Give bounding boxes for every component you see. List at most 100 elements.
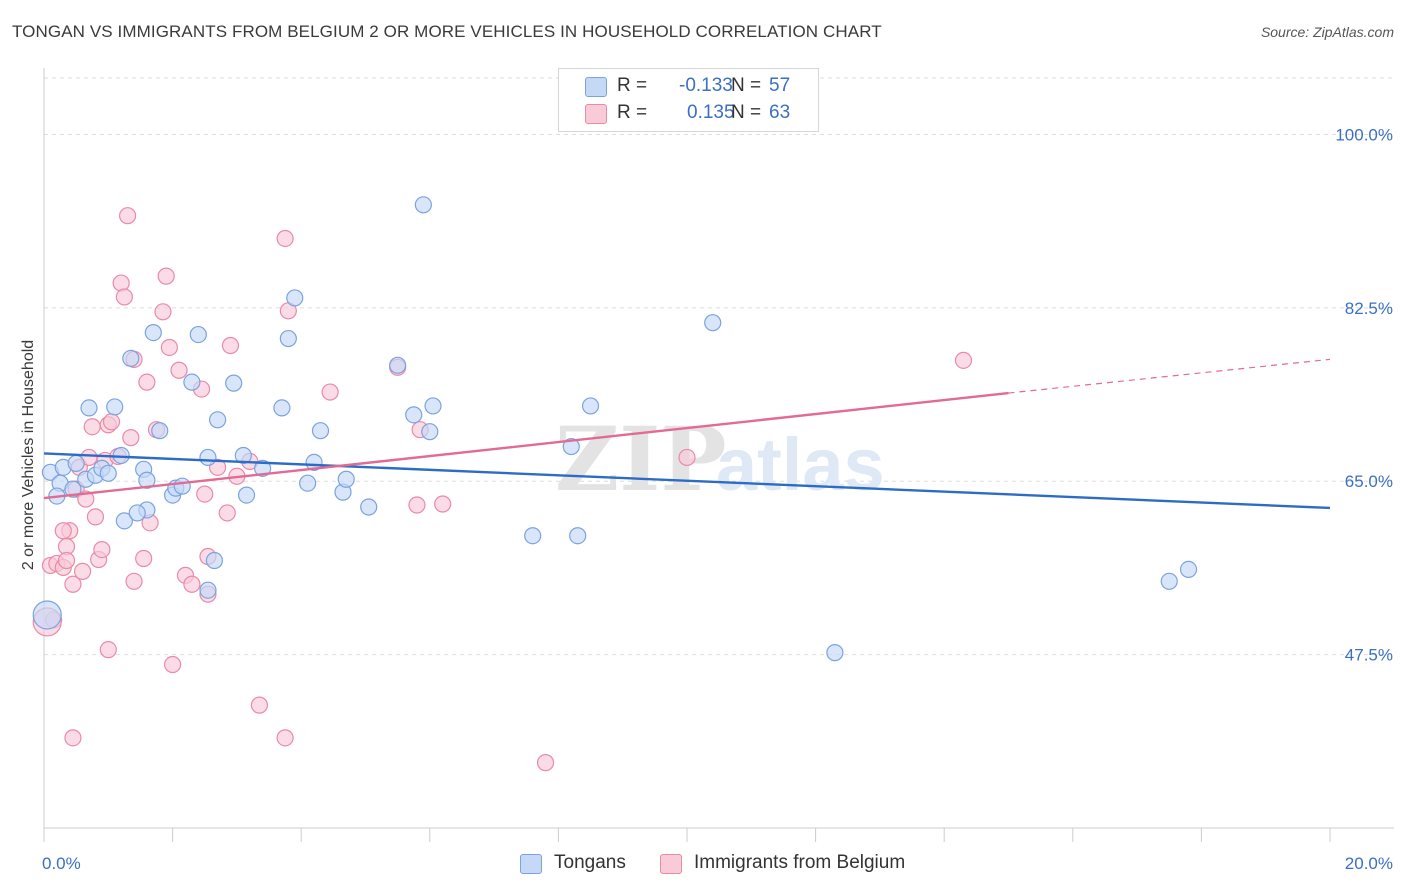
point-belgium [125, 572, 143, 590]
point-belgium [135, 549, 153, 568]
point-belgium [434, 495, 452, 513]
point-tongans [299, 474, 317, 492]
n-value: 63 [769, 102, 791, 123]
point-belgium [160, 338, 178, 357]
point-tongans [405, 406, 423, 424]
point-belgium [221, 336, 240, 355]
point-belgium [321, 383, 339, 401]
point-tongans [138, 471, 156, 489]
trend-line-belgium [1008, 358, 1331, 394]
r-value: 0.135 [687, 102, 735, 123]
point-belgium [115, 288, 133, 306]
stats-legend: R = -0.133 N = 57 R = 0.135 N = 63 [558, 68, 819, 132]
legend-label: Immigrants from Belgium [694, 852, 906, 873]
legend-swatch-blue [585, 77, 607, 97]
point-belgium [83, 418, 101, 436]
point-belgium [99, 641, 117, 659]
point-tongans [209, 411, 227, 429]
y-tick-label: 82.5% [1345, 299, 1393, 318]
y-axis-label: 2 or more Vehicles in Household [20, 340, 37, 570]
point-belgium [170, 361, 188, 379]
point-belgium [86, 508, 105, 526]
point-belgium [93, 540, 111, 559]
point-tongans [524, 527, 542, 545]
y-tick-label: 47.5% [1345, 646, 1393, 665]
point-tongans [337, 470, 355, 488]
point-belgium [122, 429, 140, 447]
point-tongans [183, 373, 201, 391]
point-belgium [164, 655, 182, 674]
point-tongans [128, 504, 146, 522]
source-label: Source: ZipAtlas.com [1260, 24, 1394, 40]
n-value: 57 [769, 75, 791, 96]
watermark-atlas: atlas [716, 423, 885, 506]
point-tongans [826, 644, 844, 662]
point-tongans [569, 527, 587, 545]
point-belgium [276, 729, 294, 747]
legend-swatch-pink [660, 854, 682, 874]
point-tongans [286, 289, 304, 307]
point-tongans [305, 453, 323, 471]
point-belgium [276, 229, 294, 248]
r-label: R = [617, 102, 648, 123]
point-belgium [157, 267, 175, 285]
x-tick-labels: 0.0% 20.0% [42, 854, 1393, 873]
trend-lines [43, 358, 1331, 510]
y-tick-label: 65.0% [1345, 472, 1393, 491]
watermark: ZIP atlas [555, 407, 885, 511]
chart-title: TONGAN VS IMMIGRANTS FROM BELGIUM 2 OR M… [12, 22, 882, 41]
point-tongans [279, 329, 297, 348]
point-tongans [122, 349, 140, 367]
point-tongans [32, 600, 62, 630]
point-belgium [112, 274, 130, 292]
point-tongans [360, 498, 378, 516]
point-belgium [250, 696, 269, 714]
point-tongans [581, 397, 600, 415]
y-tick-labels: 47.5% 65.0% 82.5% 100.0% [1335, 125, 1393, 664]
x-axis-ticks [43, 828, 1331, 842]
point-tongans [205, 551, 223, 570]
legend-swatch-pink [585, 104, 607, 124]
point-tongans [1179, 560, 1198, 579]
y-tick-label: 100.0% [1335, 125, 1393, 144]
point-belgium [536, 754, 555, 772]
r-value: -0.133 [679, 75, 733, 96]
point-belgium [54, 522, 72, 540]
watermark-zip: ZIP [555, 407, 727, 511]
point-belgium [138, 373, 156, 391]
x-tick-label: 0.0% [42, 854, 81, 873]
point-tongans [237, 486, 256, 504]
n-label: N = [731, 75, 762, 96]
point-tongans [421, 423, 439, 441]
point-tongans [199, 581, 217, 599]
point-tongans [115, 512, 133, 530]
point-belgium [102, 413, 121, 431]
point-belgium [678, 448, 696, 467]
point-tongans [99, 464, 117, 482]
point-tongans [225, 374, 243, 392]
point-belgium [154, 303, 172, 321]
point-belgium [64, 729, 82, 747]
legend-swatch-blue [520, 854, 542, 874]
point-tongans [311, 422, 330, 440]
point-tongans [106, 398, 124, 416]
point-tongans [173, 477, 191, 495]
point-belgium [118, 207, 137, 225]
point-tongans [424, 397, 442, 415]
point-belgium [954, 351, 973, 369]
series-legend: Tongans Immigrants from Belgium [0, 852, 1406, 878]
point-tongans [254, 459, 272, 477]
point-belgium [408, 496, 426, 514]
point-tongans [273, 399, 291, 417]
point-tongans [234, 446, 252, 465]
point-tongans [199, 448, 217, 467]
x-tick-label: 20.0% [1345, 854, 1393, 873]
point-belgium [73, 562, 92, 580]
point-tongans [80, 399, 98, 417]
point-belgium [183, 575, 201, 593]
point-belgium [57, 551, 76, 570]
point-tongans [704, 314, 722, 332]
point-tongans [189, 325, 207, 344]
r-label: R = [617, 75, 648, 96]
